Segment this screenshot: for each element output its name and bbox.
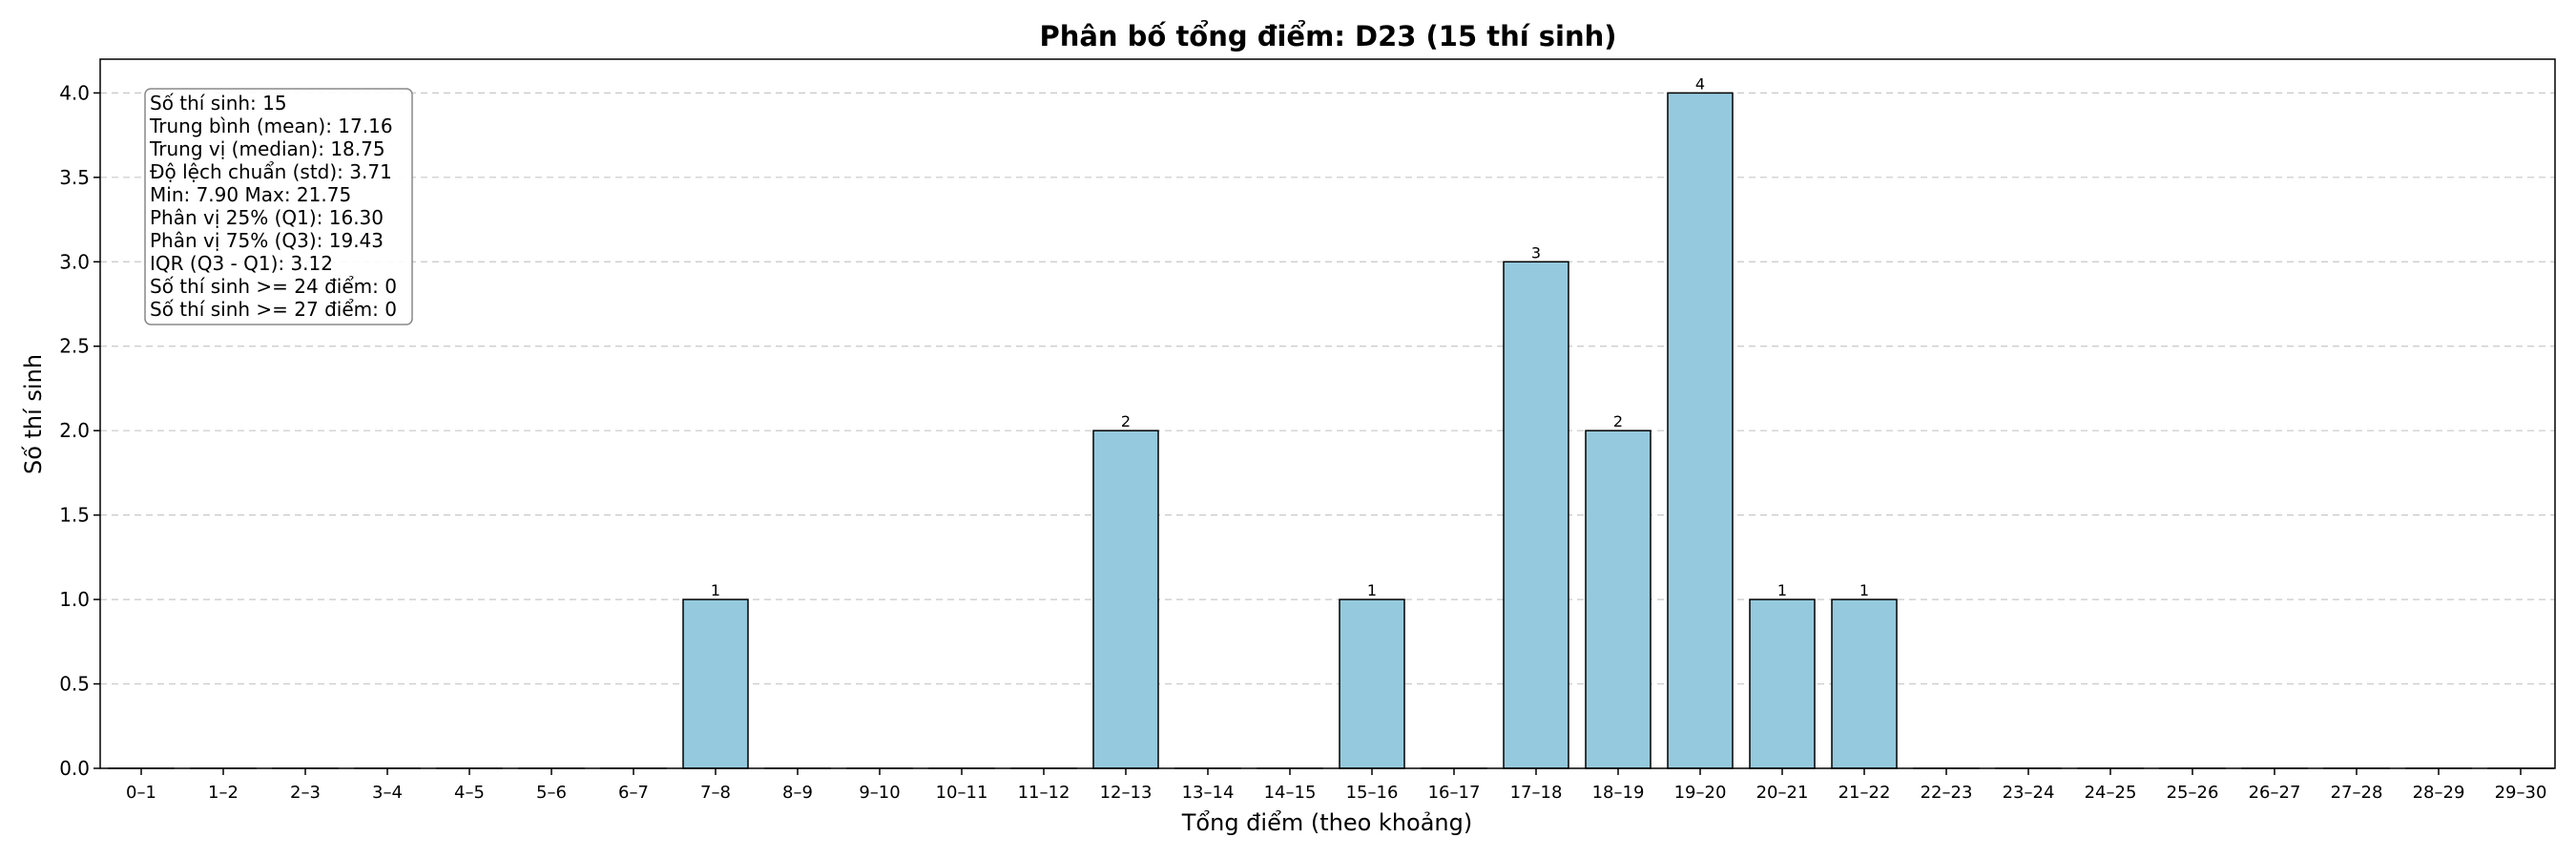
y-tick-label: 0.5 [59,673,90,696]
bar-18–19 [1585,430,1652,769]
stats-line: Số thí sinh >= 24 điểm: 0 [150,275,397,298]
y-tick-label: 1.0 [59,588,90,611]
stats-line: Độ lệch chuẩn (std): 3.71 [150,160,392,183]
chart-title: Phân bố tổng điểm: D23 (15 thí sinh) [1039,20,1616,52]
y-axis-ticks: 0.0 0.5 1.0 1.5 2.0 2.5 3.0 3.5 4.0 [59,81,100,780]
stats-line: Trung vị (median): 18.75 [149,137,385,160]
x-tick-label: 4–5 [454,783,485,803]
stats-line: Min: 7.90 Max: 21.75 [150,183,351,206]
bar-7–8 [682,598,749,769]
stats-line: Số thí sinh >= 27 điểm: 0 [150,298,397,321]
bar-value-label: 3 [1531,243,1541,262]
x-tick-label: 29–30 [2495,783,2547,803]
x-tick-label: 1–2 [208,783,239,803]
x-tick-label: 6–7 [618,783,649,803]
x-tick-label: 5–6 [536,783,567,803]
x-tick-label: 20–21 [1756,783,1809,803]
bar-value-label: 1 [711,581,720,599]
x-tick-label: 17–18 [1510,783,1563,803]
x-tick-label: 10–11 [936,783,988,803]
stats-line: Trung bình (mean): 17.16 [149,115,393,137]
y-tick-label: 1.5 [59,504,90,527]
plot-area-frame [99,58,2556,769]
x-tick-label: 8–9 [782,783,813,803]
x-tick-label: 7–8 [700,783,731,803]
y-tick-label: 2.0 [59,419,90,442]
x-tick-label: 19–20 [1674,783,1727,803]
x-tick-label: 22–23 [1921,783,1973,803]
x-axis-ticks: 0–1 1–2 2–3 3–4 4–5 5–6 6–7 7–8 8–9 9–10 10–11 11–1… [126,768,2546,803]
x-tick-label: 28–29 [2413,783,2465,803]
x-tick-label: 23–24 [2003,783,2055,803]
x-tick-label: 15–16 [1346,783,1399,803]
x-tick-label: 3–4 [372,783,403,803]
stats-box-frame [144,88,413,325]
y-tick-label: 0.0 [59,757,90,780]
x-tick-label: 0–1 [126,783,156,803]
bar-value-label: 1 [1777,581,1787,599]
y-tick-label: 3.5 [59,166,90,189]
stats-line: Phân vị 75% (Q3): 19.43 [150,229,384,252]
bar-17–18 [1503,261,1569,769]
x-axis-label: Tổng điểm (theo khoảng) [1181,809,1472,836]
stats-line: IQR (Q3 - Q1): 3.12 [150,252,333,275]
x-tick-label: 12–13 [1100,783,1153,803]
x-tick-label: 21–22 [1839,783,1891,803]
x-tick-label: 27–28 [2331,783,2383,803]
bar-15–16 [1339,598,1405,769]
grid-lines [100,92,2555,685]
stats-line: Số thí sinh: 15 [150,92,287,115]
bar-value-label: 1 [1367,581,1377,599]
y-tick-label: 2.5 [59,335,90,358]
x-tick-label: 11–12 [1018,783,1070,803]
y-axis-label: Số thí sinh [20,354,47,474]
x-tick-label: 25–26 [2167,783,2219,803]
x-tick-label: 9–10 [859,783,900,803]
bar-value-label: 1 [1859,581,1869,599]
bar-value-labels: 1 2 1 3 2 4 1 1 [711,74,1869,599]
y-tick-label: 4.0 [59,81,90,104]
bar-value-label: 2 [1613,412,1623,430]
bar-21–22 [1831,598,1898,769]
x-tick-label: 24–25 [2085,783,2137,803]
stats-line: Phân vị 25% (Q1): 16.30 [150,206,384,229]
bar-20–21 [1749,598,1816,769]
bars [108,92,2554,769]
x-tick-label: 16–17 [1428,783,1481,803]
bar-value-label: 4 [1695,74,1705,93]
x-tick-label: 26–27 [2249,783,2301,803]
x-tick-label: 14–15 [1264,783,1317,803]
x-tick-label: 13–14 [1182,783,1235,803]
y-tick-label: 3.0 [59,250,90,273]
bar-12–13 [1092,430,1159,769]
bar-19–20 [1667,92,1734,769]
x-tick-label: 2–3 [290,783,321,803]
x-tick-label: 18–19 [1592,783,1645,803]
bar-value-label: 2 [1121,412,1131,430]
